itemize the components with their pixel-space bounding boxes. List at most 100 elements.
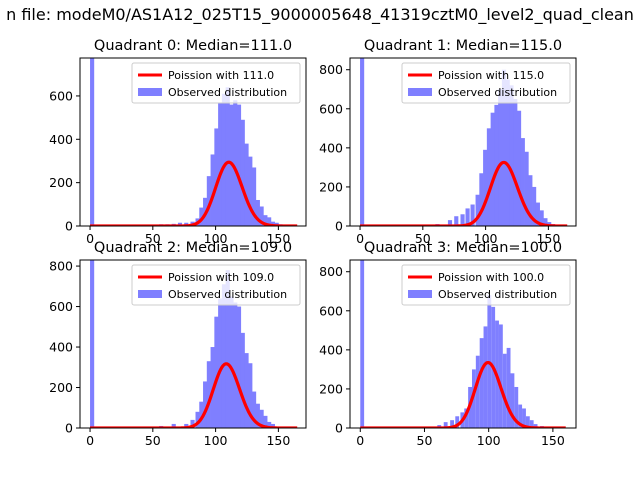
histogram-bar	[513, 99, 518, 226]
histogram-bar	[267, 217, 272, 226]
histogram-bar	[520, 138, 525, 226]
legend-label: Observed distribution	[168, 288, 287, 301]
histogram-bar	[498, 324, 503, 428]
histogram-bar	[460, 214, 465, 226]
histogram-bar	[244, 353, 249, 428]
histogram-bar	[229, 296, 234, 428]
x-tick-label: 100	[474, 231, 498, 246]
histogram-bar	[479, 338, 484, 428]
histogram-bar	[244, 143, 249, 226]
histogram-bar	[502, 353, 507, 428]
y-tick-label: 400	[49, 132, 73, 147]
x-tick-label: 100	[477, 433, 501, 448]
histogram-bar	[483, 326, 488, 428]
histogram-bar	[529, 420, 534, 428]
y-tick-label: 800	[319, 62, 343, 77]
plot-area	[359, 260, 567, 428]
figure-suptitle: n file: modeM0/AS1A12_025T15_9000005648_…	[6, 5, 634, 25]
histogram-bar	[475, 194, 480, 226]
subplot-title: Quadrant 1: Median=115.0	[364, 38, 562, 54]
y-tick-label: 0	[335, 421, 343, 436]
histogram-bar	[90, 58, 95, 226]
histogram-bar	[524, 151, 529, 226]
subplot-title: Quadrant 2: Median=109.0	[94, 240, 292, 256]
histogram-bar	[255, 403, 260, 428]
histogram-bar	[263, 415, 268, 428]
legend-box	[131, 264, 301, 306]
legend-box	[401, 62, 571, 104]
histogram-bar	[443, 422, 448, 428]
legend-label: Poission with 109.0	[168, 271, 274, 284]
axes-frame	[79, 259, 307, 429]
legend-box	[131, 62, 301, 104]
y-tick-label: 0	[65, 219, 73, 234]
histogram-bar	[184, 423, 189, 428]
y-tick-label: 0	[335, 219, 343, 234]
legend: Poission with 109.0 Observed distribution	[131, 264, 301, 306]
histogram-bar	[214, 128, 219, 226]
histogram-bar	[210, 154, 215, 226]
histogram-bar	[225, 87, 230, 226]
histogram-bar	[171, 423, 176, 428]
histogram-bar	[90, 260, 95, 428]
histogram-bar	[236, 306, 242, 428]
subplot-quadrant-3: Quadrant 3: Median=100.0 0 50 100 150 0 200 400…	[319, 240, 577, 448]
y-tick-label: 200	[319, 381, 343, 396]
histogram-bar	[206, 176, 211, 226]
legend-box	[401, 264, 571, 306]
histogram-bar	[514, 386, 519, 428]
axes-frame	[79, 57, 307, 227]
histogram-bar	[470, 204, 475, 226]
legend-label: Poission with 100.0	[438, 271, 544, 284]
histogram-bar	[360, 260, 365, 428]
y-tick-label: 600	[49, 88, 73, 103]
y-tick-label: 600	[319, 101, 343, 116]
y-tick-label: 0	[65, 421, 73, 436]
histogram-bar	[252, 167, 257, 226]
histogram-bar	[218, 102, 223, 226]
x-tick-label: 150	[266, 433, 290, 448]
histogram-bar	[532, 186, 537, 226]
y-tick-label: 800	[319, 264, 343, 279]
histogram-bar	[248, 156, 253, 226]
histogram-bar	[522, 408, 526, 428]
subplot-quadrant-0: Quadrant 0: Median=111.0 0 50 100 150 0 200 400…	[49, 38, 307, 246]
histogram-bar	[450, 420, 455, 428]
subplot-quadrant-2: Quadrant 2: Median=109.0 0 50 100 150 0 200 400…	[49, 240, 307, 448]
y-tick-label: 400	[319, 342, 343, 357]
plot-area	[89, 58, 298, 226]
histogram-bar	[479, 173, 484, 226]
axes-frame	[349, 259, 577, 429]
x-tick-label: 50	[417, 433, 433, 448]
legend-patch-swatch	[138, 88, 162, 96]
y-tick-label: 800	[49, 259, 73, 274]
plot-area	[89, 260, 298, 428]
x-tick-label: 150	[536, 231, 560, 246]
y-tick-label: 200	[49, 175, 73, 190]
histogram-bar	[267, 421, 272, 428]
legend-label: Poission with 111.0	[168, 69, 274, 82]
histogram-bar	[240, 332, 245, 428]
histogram-bar	[518, 404, 523, 428]
histogram-bar	[252, 391, 257, 428]
x-tick-label: 50	[145, 433, 161, 448]
subplot-title: Quadrant 3: Median=100.0	[364, 240, 562, 256]
subplot-quadrant-1: Quadrant 1: Median=115.0 0 50 100 150 0 200 400…	[319, 38, 577, 246]
histogram-bar	[528, 175, 533, 226]
histogram-bar	[475, 355, 480, 428]
poisson-curve	[89, 362, 298, 428]
legend-label: Observed distribution	[168, 86, 287, 99]
histogram-bar	[259, 409, 264, 428]
histogram-bar	[270, 423, 275, 428]
x-tick-label: 0	[86, 433, 94, 448]
histogram-bar	[195, 411, 200, 428]
histogram-bar	[471, 369, 476, 428]
y-tick-label: 600	[49, 299, 73, 314]
legend-patch-swatch	[138, 290, 162, 298]
y-tick-label: 400	[49, 340, 73, 355]
histogram-bar	[501, 69, 507, 226]
histogram-bar	[535, 202, 540, 226]
y-tick-label: 400	[319, 140, 343, 155]
histogram-bar	[447, 220, 453, 226]
y-tick-label: 200	[319, 179, 343, 194]
